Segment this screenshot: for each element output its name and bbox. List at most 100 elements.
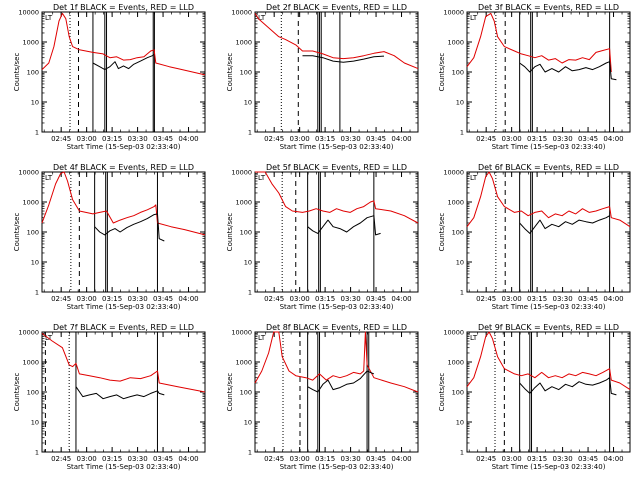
y-tick-label: 1000 [447,199,464,207]
chart-title: Det 2f BLACK = Events, RED = LLD [266,3,407,12]
y-tick-label: 100 [240,69,252,77]
x-tick-label: 04:00 [178,135,198,143]
chart-title: Det 1f BLACK = Events, RED = LLD [53,3,194,12]
y-tick-label: 10 [456,259,464,267]
x-tick-label: 04:00 [391,455,411,463]
y-tick-label: 1 [248,129,252,137]
chart-title: Det 8f BLACK = Events, RED = LLD [266,323,407,332]
y-tick-label: 10000 [443,169,464,177]
chart-panel-7: Det 7f BLACK = Events, RED = LLD 1 10 100 10… [13,323,206,471]
x-tick-label: 03:00 [290,295,310,303]
chart-title: Det 6f BLACK = Events, RED = LLD [478,163,619,172]
x-tick-label: 03:45 [578,135,598,143]
series-lld-line [255,171,419,224]
series-lld-line [466,171,631,228]
x-axis-label: Start Time (15-Sep-03 02:33:40) [67,463,181,471]
x-tick-label: 02:45 [51,295,71,303]
x-tick-label: 02:45 [476,135,496,143]
y-tick-label: 1 [248,289,252,297]
chart-panel-2: Det 2f BLACK = Events, RED = LLD 1 10 100 10… [226,3,419,151]
x-tick-label: 04:00 [603,295,623,303]
y-tick-label: 10 [244,99,252,107]
y-tick-label: 100 [452,69,464,77]
x-tick-label: 03:45 [366,295,386,303]
y-tick-label: 100 [240,389,252,397]
y-tick-label: 1000 [22,39,39,47]
x-tick-label: 03:45 [366,135,386,143]
series-lld-line [254,13,419,70]
x-tick-label: 03:15 [527,295,547,303]
series-lld-line [466,12,612,73]
chart-title: Det 3f BLACK = Events, RED = LLD [478,3,619,12]
x-tick-label: 03:45 [153,455,173,463]
y-tick-label: 10000 [443,9,464,17]
y-tick-label: 10000 [231,329,252,337]
x-axis-label: Start Time (15-Sep-03 02:33:40) [67,143,181,151]
x-tick-label: 03:30 [127,135,147,143]
x-tick-label: 04:00 [178,295,198,303]
y-axis-label: Counts/sec [438,53,446,92]
x-axis-label: Start Time (15-Sep-03 02:33:40) [280,143,394,151]
chart-title: Det 5f BLACK = Events, RED = LLD [266,163,407,172]
chart-panel-5: Det 5f BLACK = Events, RED = LLD 1 10 100 10… [226,163,419,311]
x-tick-label: 03:00 [502,295,522,303]
corner-label: LT [258,14,266,22]
x-tick-label: 03:15 [315,295,335,303]
y-axis-label: Counts/sec [226,53,234,92]
plot-frame [254,11,419,133]
y-tick-label: 1 [460,289,464,297]
x-axis-label: Start Time (15-Sep-03 02:33:40) [492,143,606,151]
x-tick-label: 03:30 [552,455,572,463]
y-tick-label: 10000 [18,329,39,337]
corner-label: LT [258,334,266,342]
x-tick-label: 03:30 [127,295,147,303]
plot-frame [41,171,206,293]
y-tick-label: 10000 [231,169,252,177]
corner-label: LT [470,174,478,182]
y-tick-label: 1 [248,449,252,457]
chart-panel-1: Det 1f BLACK = Events, RED = LLD 1 10 100 10… [13,3,206,151]
y-tick-label: 10 [31,259,39,267]
x-tick-label: 03:45 [578,295,598,303]
x-tick-label: 03:15 [315,135,335,143]
y-tick-label: 10 [31,99,39,107]
y-tick-label: 1000 [235,359,252,367]
y-tick-label: 10 [456,419,464,427]
x-tick-label: 03:30 [127,455,147,463]
x-tick-label: 02:45 [264,295,284,303]
y-tick-label: 10 [244,419,252,427]
corner-label: LT [470,334,478,342]
chart-panel-6: Det 6f BLACK = Events, RED = LLD 1 10 100 10… [438,163,631,311]
x-axis-label: Start Time (15-Sep-03 02:33:40) [280,463,394,471]
y-axis-label: Counts/sec [13,373,21,412]
y-tick-label: 1 [460,449,464,457]
x-tick-label: 03:00 [502,135,522,143]
y-tick-label: 1000 [22,359,39,367]
y-tick-label: 1 [460,129,464,137]
y-tick-label: 1000 [235,39,252,47]
x-tick-label: 03:00 [502,455,522,463]
series-events-line [94,213,165,242]
x-tick-label: 03:00 [77,135,97,143]
x-tick-label: 03:15 [102,135,122,143]
plot-frame [41,11,206,133]
y-tick-label: 1000 [235,199,252,207]
corner-label: LT [470,14,478,22]
x-tick-label: 03:15 [315,455,335,463]
x-tick-label: 03:00 [290,455,310,463]
x-tick-label: 03:15 [527,455,547,463]
y-tick-label: 10000 [18,9,39,17]
x-tick-label: 04:00 [178,455,198,463]
y-tick-label: 10 [244,259,252,267]
x-tick-label: 03:30 [552,135,572,143]
x-axis-label: Start Time (15-Sep-03 02:33:40) [492,303,606,311]
x-tick-label: 02:45 [476,455,496,463]
plot-frame [466,171,631,293]
series-lld-line [254,331,419,393]
y-tick-label: 100 [27,389,39,397]
x-tick-label: 03:45 [153,135,173,143]
series-events-line [92,54,155,71]
series-lld-line [41,332,206,393]
y-tick-label: 100 [452,389,464,397]
x-tick-label: 03:15 [527,135,547,143]
